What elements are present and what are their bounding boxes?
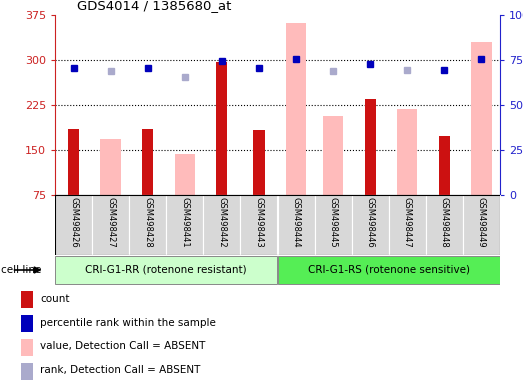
Bar — [100, 139, 121, 195]
Bar — [241, 195, 278, 255]
Bar — [203, 195, 241, 255]
Bar — [286, 23, 306, 195]
Bar — [278, 256, 500, 284]
Text: GDS4014 / 1385680_at: GDS4014 / 1385680_at — [77, 0, 232, 12]
Text: GSM498448: GSM498448 — [440, 197, 449, 248]
Bar — [439, 136, 450, 195]
Bar — [463, 195, 500, 255]
Bar — [20, 339, 33, 356]
Text: GSM498449: GSM498449 — [477, 197, 486, 248]
Text: rank, Detection Call = ABSENT: rank, Detection Call = ABSENT — [40, 365, 200, 375]
Bar — [55, 195, 92, 255]
Bar — [217, 62, 228, 195]
Text: GSM498426: GSM498426 — [69, 197, 78, 248]
Text: GSM498444: GSM498444 — [291, 197, 301, 248]
Text: count: count — [40, 294, 70, 304]
Bar — [55, 256, 278, 284]
Bar — [68, 129, 79, 195]
Bar — [20, 362, 33, 380]
Bar — [351, 195, 389, 255]
Bar — [20, 291, 33, 308]
Text: GSM498441: GSM498441 — [180, 197, 189, 248]
Bar — [314, 195, 351, 255]
Bar — [92, 195, 129, 255]
Bar — [20, 315, 33, 332]
Bar — [471, 42, 492, 195]
Text: GSM498446: GSM498446 — [366, 197, 374, 248]
Text: cell line: cell line — [1, 265, 41, 275]
Text: GSM498443: GSM498443 — [255, 197, 264, 248]
Text: CRI-G1-RS (rotenone sensitive): CRI-G1-RS (rotenone sensitive) — [308, 265, 470, 275]
Bar — [129, 195, 166, 255]
Bar — [323, 116, 343, 195]
Text: percentile rank within the sample: percentile rank within the sample — [40, 318, 216, 328]
Text: value, Detection Call = ABSENT: value, Detection Call = ABSENT — [40, 341, 206, 351]
Bar — [175, 154, 195, 195]
Text: GSM498428: GSM498428 — [143, 197, 152, 248]
Bar — [278, 195, 314, 255]
Text: GSM498442: GSM498442 — [218, 197, 226, 248]
Bar — [426, 195, 463, 255]
Bar — [389, 195, 426, 255]
Text: GSM498447: GSM498447 — [403, 197, 412, 248]
Bar — [142, 129, 153, 195]
Text: CRI-G1-RR (rotenone resistant): CRI-G1-RR (rotenone resistant) — [85, 265, 247, 275]
Bar — [365, 99, 376, 195]
Text: GSM498427: GSM498427 — [106, 197, 115, 248]
Bar — [253, 130, 265, 195]
Bar — [166, 195, 203, 255]
Text: GSM498445: GSM498445 — [328, 197, 338, 248]
Bar — [397, 109, 417, 195]
